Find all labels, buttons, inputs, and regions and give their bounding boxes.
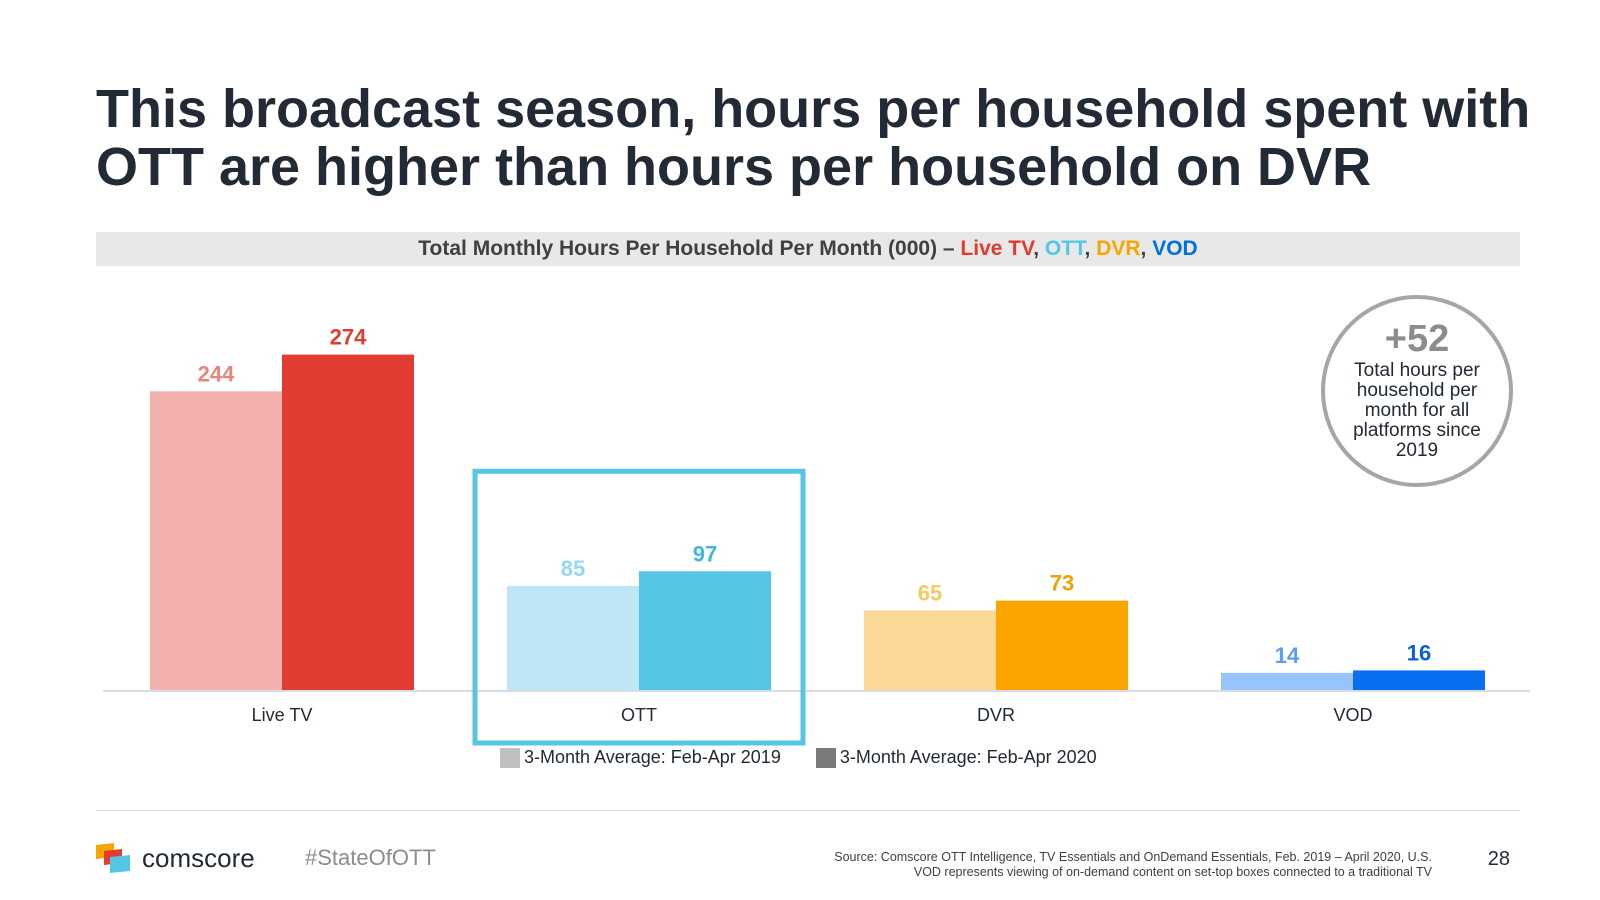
subtitle-separator: ,	[1140, 237, 1153, 260]
ott-highlight-box	[472, 468, 806, 746]
data-label-ott-2019: 85	[561, 556, 585, 581]
category-label-dvr: DVR	[977, 705, 1015, 725]
category-label-live-tv: Live TV	[252, 705, 313, 725]
bar-dvr-2019	[864, 610, 996, 690]
subtitle-separator: ,	[1084, 237, 1097, 260]
title-line-2: OTT are higher than hours per household …	[96, 137, 1372, 197]
data-label-vod-2020: 16	[1407, 640, 1431, 665]
subtitle-live-tv: Live TV	[960, 237, 1034, 260]
chart-subtitle-bar: Total Monthly Hours Per Household Per Mo…	[96, 232, 1520, 266]
subtitle-prefix: Total Monthly Hours Per Household Per Mo…	[418, 237, 961, 260]
comscore-logo-icon	[96, 843, 130, 873]
legend-item-2019: 3-Month Average: Feb-Apr 2019	[500, 746, 781, 768]
bar-ott-2020	[639, 571, 771, 690]
total-hours-callout: +52 Total hours per household per month …	[1321, 295, 1513, 487]
callout-text: Total hours per household per month for …	[1353, 360, 1481, 461]
bar-dvr-2020	[996, 600, 1128, 690]
legend-swatch-2019	[500, 747, 520, 768]
subtitle-vod: VOD	[1152, 237, 1198, 260]
legend-item-2020: 3-Month Average: Feb-Apr 2020	[815, 746, 1097, 768]
source-note: Source: Comscore OTT Intelligence, TV Es…	[834, 850, 1432, 880]
hashtag: #StateOfOTT	[305, 845, 436, 870]
brand-name: comscore	[142, 843, 255, 873]
legend-label-2020: 3-Month Average: Feb-Apr 2020	[839, 747, 1097, 768]
category-label-ott: OTT	[621, 705, 657, 725]
source-line-1: Source: Comscore OTT Intelligence, TV Es…	[834, 850, 1432, 864]
data-label-ott-2020: 97	[693, 541, 717, 566]
bar-ott-2019	[507, 585, 639, 690]
bar-live-tv-2019	[150, 391, 282, 690]
category-label-vod: VOD	[1333, 705, 1372, 725]
legend-swatch-2020	[815, 747, 836, 768]
bar-vod-2020	[1353, 670, 1485, 690]
data-label-live-tv-2019: 244	[198, 361, 235, 386]
data-label-live-tv-2020: 274	[330, 325, 367, 350]
subtitle-separator: ,	[1033, 237, 1045, 260]
footer-divider	[96, 810, 1520, 811]
data-label-vod-2019: 14	[1275, 643, 1300, 668]
bar-live-tv-2020	[282, 354, 414, 690]
data-label-dvr-2020: 73	[1050, 571, 1074, 596]
page-number: 28	[1487, 848, 1510, 870]
page-title: This broadcast season, hours per househo…	[96, 80, 1536, 196]
title-line-1: This broadcast season, hours per househo…	[96, 79, 1531, 139]
subtitle-ott: OTT	[1044, 237, 1085, 260]
legend-label-2019: 3-Month Average: Feb-Apr 2019	[524, 747, 781, 768]
data-label-dvr-2019: 65	[918, 580, 942, 605]
source-line-2: VOD represents viewing of on-demand cont…	[913, 865, 1432, 879]
callout-value: +52	[1384, 318, 1450, 360]
chart-legend: 3-Month Average: Feb-Apr 2019 3-Month Av…	[500, 746, 1127, 770]
bar-vod-2019	[1221, 672, 1353, 690]
subtitle-dvr: DVR	[1096, 237, 1141, 260]
